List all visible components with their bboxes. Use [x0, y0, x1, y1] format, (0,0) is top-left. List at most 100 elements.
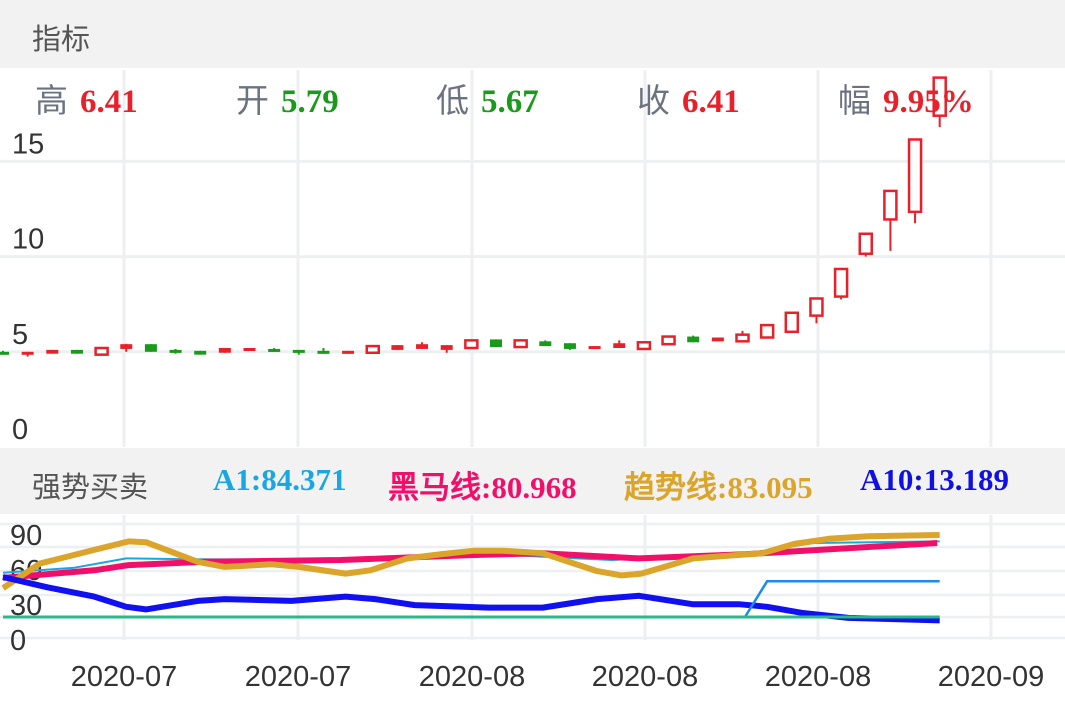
candle-body [464, 339, 479, 350]
candle-body [490, 339, 502, 348]
candle [883, 189, 898, 251]
indicator-a10: A10:13.189 [860, 462, 1009, 497]
candle [0, 350, 9, 355]
quote-change-value: 9.95% [883, 84, 974, 120]
candle [268, 347, 281, 352]
candle [70, 349, 83, 354]
candle [243, 347, 256, 351]
quote-high: 高 6.41 [35, 82, 138, 121]
indicator-a1: A1:84.371 [213, 462, 347, 497]
candle [391, 345, 404, 350]
candle [539, 340, 552, 347]
candle [144, 344, 157, 352]
candle [94, 346, 109, 356]
y-tick-label: 10 [12, 224, 44, 256]
indicator-heima: 黑马线:80.968 [388, 470, 577, 505]
y-tick-label: 90 [10, 520, 42, 552]
candle-body [539, 341, 552, 347]
candle-body [0, 351, 9, 355]
candle-body [194, 350, 207, 355]
y-tick-label: 0 [12, 414, 28, 446]
series-line-趋势线 [1, 532, 940, 591]
candle-body [588, 346, 601, 350]
candle [711, 337, 724, 342]
candle [292, 349, 305, 355]
candle-body [883, 189, 898, 221]
quote-low-value: 5.67 [481, 84, 539, 120]
quote-close-label: 收 [637, 81, 670, 120]
candle-body [661, 335, 676, 346]
candle-body [292, 349, 305, 353]
quote-close-value: 6.41 [682, 84, 740, 120]
candle [661, 335, 676, 346]
y-tick-label: 15 [12, 128, 44, 160]
candle [613, 340, 626, 348]
indicator-trend: 趋势线:83.095 [624, 470, 813, 505]
sub-indicator-name: 强势买卖 [32, 470, 149, 504]
candle [440, 345, 453, 353]
candle-body [365, 344, 380, 354]
candle [735, 330, 750, 343]
candle-body [70, 349, 83, 354]
candle-body [833, 267, 849, 298]
candle-body [416, 344, 429, 349]
candle [46, 349, 59, 354]
candle-body [144, 344, 157, 352]
candle [365, 344, 380, 354]
candle-body [563, 343, 576, 349]
candle [342, 350, 355, 354]
candle-body [120, 344, 133, 349]
candle [932, 76, 947, 128]
quote-high-label: 高 [35, 81, 68, 120]
sub-indicator-bar: 强势买卖 [0, 448, 1065, 514]
candle-body [784, 311, 800, 334]
y-tick-label: 0 [10, 625, 26, 657]
quote-low: 低 5.67 [436, 82, 539, 121]
candle [759, 323, 775, 339]
candle [907, 138, 923, 224]
candle-body [317, 350, 330, 354]
candle-body [687, 336, 700, 343]
candle-body [809, 297, 824, 317]
candle-body [342, 350, 355, 354]
candle-body [391, 345, 404, 350]
candle-body [440, 345, 453, 350]
candle [194, 350, 207, 355]
candle [21, 351, 34, 357]
candle [513, 339, 528, 349]
candle-body [636, 341, 652, 351]
candle-body [907, 138, 923, 214]
candle-body [218, 347, 231, 353]
candle [809, 297, 824, 324]
x-tick-label: 2020-08 [765, 661, 871, 693]
candle [218, 347, 231, 353]
candle-body [21, 351, 34, 355]
quote-open-label: 开 [236, 81, 269, 120]
x-tick-label: 2020-07 [245, 661, 351, 693]
candle-body [613, 343, 626, 348]
candle-body [46, 349, 59, 354]
candle [833, 267, 849, 300]
candle [169, 348, 182, 354]
candle [636, 341, 652, 351]
quote-open: 开 5.79 [236, 82, 339, 121]
candle-body [711, 337, 724, 342]
candle-body [94, 346, 109, 356]
candle [687, 335, 700, 343]
candle [784, 311, 800, 334]
quote-change-label: 幅 [838, 81, 871, 120]
candle-body [759, 323, 775, 339]
candle-body [513, 339, 528, 349]
candle-body [268, 348, 281, 352]
candle [563, 343, 576, 350]
candle [120, 343, 133, 352]
y-tick-label: 5 [12, 319, 28, 351]
candle-body [932, 76, 947, 117]
quote-change: 幅 9.95% [838, 82, 974, 121]
candle [416, 342, 429, 349]
x-tick-label: 2020-09 [938, 661, 1044, 693]
candle [490, 339, 502, 348]
quote-open-value: 5.79 [281, 84, 339, 120]
candle-body [735, 333, 750, 343]
